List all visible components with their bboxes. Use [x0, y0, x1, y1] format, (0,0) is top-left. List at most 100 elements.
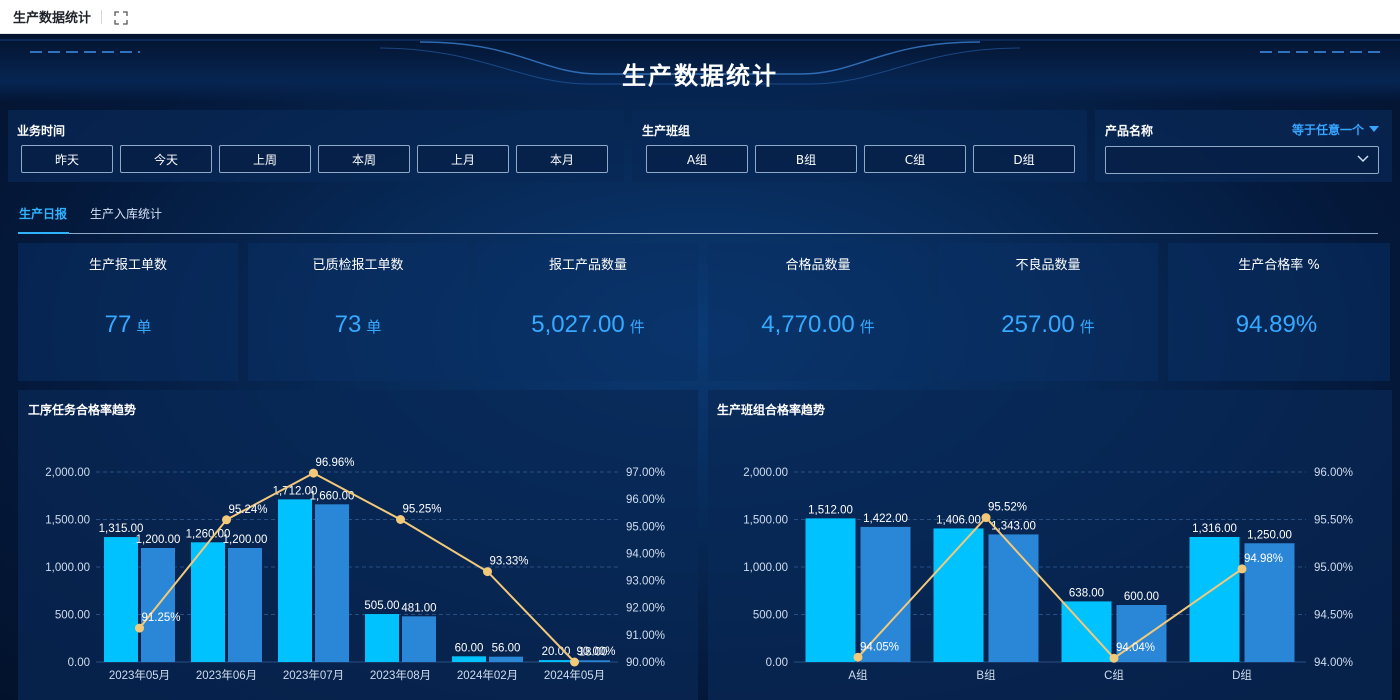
bar-reported[interactable]	[1061, 601, 1112, 662]
bar-reported[interactable]	[452, 656, 486, 662]
bar-reported[interactable]	[539, 660, 573, 662]
bar-data-label: 1,406.00	[936, 514, 981, 526]
time-button-this-week[interactable]: 本周	[318, 145, 410, 173]
bar-qualified[interactable]	[988, 534, 1039, 662]
bar-data-label: 60.00	[455, 642, 484, 654]
kpi-unit: 件	[629, 318, 645, 336]
bar-data-label: 505.00	[364, 600, 399, 612]
bar-data-label: 481.00	[401, 602, 436, 614]
bar-data-label: 1,316.00	[1192, 523, 1237, 535]
bar-reported[interactable]	[933, 528, 984, 662]
y-tick-label: 1,000.00	[45, 562, 90, 574]
bar-data-label: 1,250.00	[1247, 529, 1292, 541]
bar-reported[interactable]	[365, 614, 399, 662]
tab-daily-report[interactable]: 生产日报	[19, 207, 68, 221]
chart-title: 工序任务合格率趋势	[28, 403, 137, 417]
chart-title: 生产班组合格率趋势	[717, 403, 826, 417]
kpi-number: 77	[104, 311, 132, 338]
bar-qualified[interactable]	[489, 656, 523, 662]
bar-data-label: 638.00	[1069, 587, 1104, 599]
y-tick-label: 500.00	[55, 610, 90, 622]
bar-qualified[interactable]	[1116, 605, 1167, 662]
bar-reported[interactable]	[805, 518, 856, 662]
pass-rate-point[interactable]	[309, 468, 318, 478]
tab-warehouse-stats[interactable]: 生产入库统计	[90, 207, 163, 221]
pass-rate-point[interactable]	[396, 515, 405, 524]
pass-rate-point[interactable]	[135, 623, 144, 633]
y2-tick-label: 92.00%	[626, 603, 665, 615]
process-pass-rate-chart: 0.00 500.00 1,000.00 1,500.00 2,000.00 90.00%…	[45, 457, 665, 682]
y2-tick-label: 94.50%	[1314, 610, 1353, 622]
x-tick-label: D组	[1232, 668, 1252, 682]
kpi-card-defect-quantity: 不良品数量 257.00 件	[938, 243, 1158, 381]
y2-tick-label: 96.00%	[1314, 467, 1353, 479]
bar-qualified[interactable]	[576, 660, 610, 662]
line-data-label: 94.98%	[1244, 553, 1283, 565]
group-button-d[interactable]: D组	[973, 145, 1075, 173]
time-button-last-month[interactable]: 上月	[417, 145, 509, 173]
line-data-label: 93.33%	[490, 556, 529, 568]
condition-caret-icon[interactable]	[1369, 126, 1379, 133]
pass-rate-line	[857, 516, 1243, 660]
kpi-unit: 单	[366, 318, 382, 336]
y-tick-label: 1,500.00	[45, 515, 90, 527]
bar-reported[interactable]	[104, 537, 138, 662]
product-select[interactable]	[1105, 146, 1379, 174]
line-data-label: 91.25%	[142, 612, 181, 624]
tab-active-indicator	[18, 232, 69, 234]
pass-rate-point[interactable]	[483, 567, 492, 577]
bar-qualified[interactable]	[228, 548, 262, 662]
pass-rate-point[interactable]	[981, 513, 991, 523]
pass-rate-point[interactable]	[1237, 564, 1247, 574]
dashboard-header	[0, 34, 1400, 102]
y-tick-label: 500.00	[753, 610, 788, 622]
bar-data-label: 1,200.00	[223, 534, 268, 546]
bar-data-label: 1,260.00	[186, 528, 231, 540]
kpi-card-qualified-quantity: 合格品数量 4,770.00 件	[708, 243, 928, 381]
bar-reported[interactable]	[278, 499, 312, 662]
kpi-card-report-orders: 生产报工单数 77 单	[18, 243, 238, 381]
kpi-title: 生产合格率 %	[1238, 258, 1320, 273]
group-button-c[interactable]: C组	[864, 145, 966, 173]
kpi-title: 合格品数量	[785, 258, 851, 273]
pass-rate-point[interactable]	[222, 515, 231, 525]
filter-group-panel: 生产班组 A组 B组 C组 D组	[632, 110, 1087, 182]
bar-qualified[interactable]	[1244, 543, 1295, 662]
pass-rate-point[interactable]	[853, 652, 863, 662]
pass-rate-point[interactable]	[1109, 653, 1119, 663]
time-button-last-week[interactable]: 上周	[219, 145, 311, 173]
bar-reported[interactable]	[191, 542, 225, 662]
chevron-down-icon	[1357, 155, 1369, 163]
kpi-number: 94.89%	[1235, 311, 1318, 338]
bar-data-label: 600.00	[1124, 591, 1159, 603]
group-button-b[interactable]: B组	[755, 145, 857, 173]
kpi-title: 报工产品数量	[548, 258, 627, 273]
kpi-number: 257.00	[1001, 311, 1075, 338]
kpi-title: 已质检报工单数	[312, 258, 404, 273]
group-button-a[interactable]: A组	[646, 145, 748, 173]
bar-qualified[interactable]	[860, 526, 911, 662]
line-data-label: 94.05%	[860, 641, 899, 653]
time-button-yesterday[interactable]: 昨天	[21, 145, 113, 173]
y2-tick-label: 90.00%	[626, 657, 665, 669]
x-tick-label: 2024年02月	[457, 668, 518, 682]
kpi-number: 4,770.00	[761, 311, 855, 338]
filter-product-panel: 产品名称 等于任意一个	[1095, 110, 1392, 182]
bar-data-label: 1,422.00	[863, 513, 908, 525]
bar-data-label: 1,315.00	[99, 523, 144, 535]
bar-qualified[interactable]	[402, 616, 436, 662]
pass-rate-point[interactable]	[570, 657, 579, 667]
line-data-label: 95.52%	[988, 502, 1027, 514]
x-tick-label: C组	[1104, 668, 1124, 682]
kpi-title: 不良品数量	[1015, 258, 1081, 273]
line-data-label: 94.04%	[1116, 642, 1155, 654]
y2-tick-label: 91.00%	[626, 630, 665, 642]
fullscreen-icon[interactable]	[114, 10, 128, 25]
bar-qualified[interactable]	[315, 504, 349, 662]
x-tick-label: 2023年07月	[283, 668, 344, 682]
line-data-label: 90.00%	[577, 646, 616, 658]
time-button-this-month[interactable]: 本月	[516, 145, 608, 173]
condition-selector[interactable]: 等于任意一个	[1291, 123, 1364, 137]
pass-rate-line	[138, 471, 576, 663]
time-button-today[interactable]: 今天	[120, 145, 212, 173]
